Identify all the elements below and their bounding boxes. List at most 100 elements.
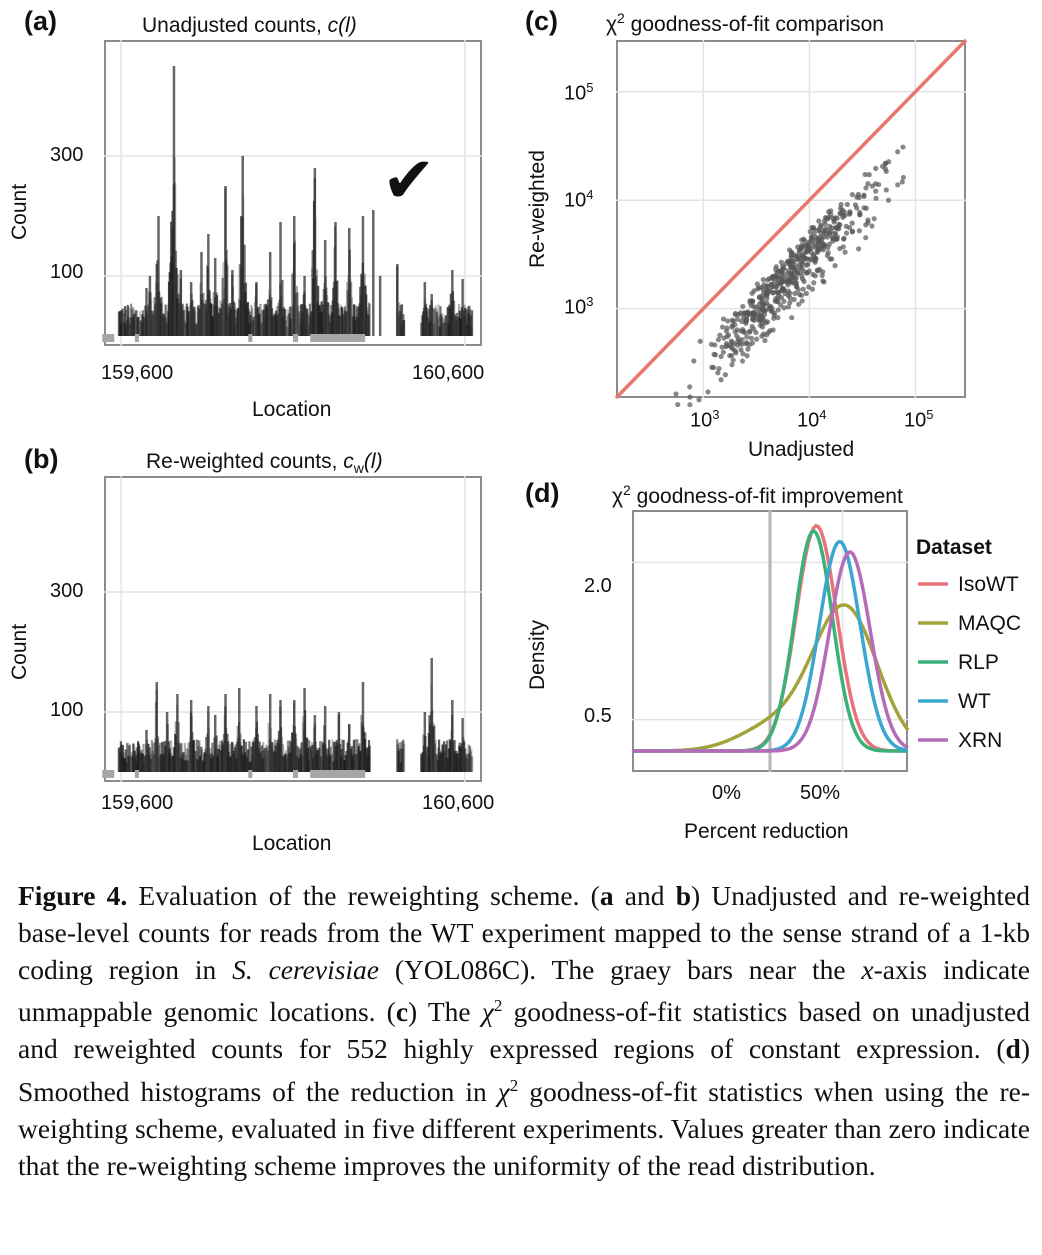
count-bar <box>202 303 206 336</box>
count-bar <box>150 758 153 772</box>
scatter-point <box>832 263 838 269</box>
scatter-point <box>739 358 746 364</box>
count-bar <box>288 740 292 772</box>
count-bar <box>195 325 198 336</box>
count-bar <box>174 733 177 772</box>
count-bar <box>211 317 215 336</box>
scatter-point <box>872 181 879 187</box>
scatter-point <box>757 322 763 328</box>
count-bar <box>129 756 132 772</box>
count-bar <box>196 759 199 772</box>
count-bar <box>425 307 428 336</box>
scatter-point <box>675 401 681 408</box>
scatter-point <box>787 300 793 306</box>
unmappable-segment <box>310 770 366 778</box>
count-bar <box>194 750 197 772</box>
scatter-point <box>744 334 750 340</box>
scatter-point <box>687 394 693 400</box>
count-bar <box>186 760 189 772</box>
scatter-point <box>849 220 855 226</box>
count-bar <box>238 264 241 336</box>
scatter-point <box>691 358 697 364</box>
scatter-point <box>775 315 781 321</box>
scatter-point <box>886 159 892 165</box>
panel-b-title: Re-weighted counts, cw(l) <box>146 450 383 476</box>
scatter-point <box>840 212 846 218</box>
count-bar <box>308 740 311 772</box>
panel-a-title-text: Unadjusted counts, <box>142 14 328 37</box>
legend-label-isowt: IsoWT <box>958 573 1019 596</box>
scatter-point <box>769 305 775 312</box>
legend-label-rlp: RLP <box>958 651 999 674</box>
scatter-point <box>781 298 787 304</box>
count-bar <box>197 305 200 336</box>
count-bar <box>317 747 320 772</box>
count-bar <box>198 309 202 336</box>
count-bar <box>433 725 436 772</box>
count-bar <box>250 746 253 772</box>
scatter-point <box>730 318 736 324</box>
panel-d-title-sup: 2 <box>623 482 631 498</box>
scatter-point <box>728 344 734 350</box>
panel-c-xtick-1e5: 105 <box>904 407 934 432</box>
count-peak <box>313 168 317 336</box>
panel-c-xtick-1e4: 104 <box>797 407 827 432</box>
panel-d-tag: (d) <box>525 478 560 508</box>
panel-a-title: Unadjusted counts, c(l) <box>142 14 357 38</box>
count-bar <box>157 745 160 772</box>
scatter-point <box>817 223 824 230</box>
count-peak <box>396 264 399 336</box>
count-bar <box>276 739 279 772</box>
scatter-point <box>829 256 835 262</box>
count-bar <box>118 747 121 772</box>
count-bar <box>466 758 469 772</box>
count-bar <box>253 316 256 336</box>
scatter-point <box>815 227 821 234</box>
count-bar <box>342 313 345 336</box>
panel-d-ylabel: Density <box>526 619 549 690</box>
panel-c-ylabel: Re-weighted <box>526 150 549 268</box>
count-bar <box>134 310 138 336</box>
count-bar <box>367 314 370 336</box>
scatter-point <box>750 299 756 305</box>
panel-c-ytick-1e5: 105 <box>564 80 594 105</box>
count-bar <box>178 742 182 772</box>
count-bar <box>456 753 459 772</box>
count-bar <box>310 749 313 772</box>
scatter-point <box>842 249 848 255</box>
scatter-point <box>715 337 722 343</box>
scatter-point <box>748 335 755 341</box>
count-peak <box>189 282 193 336</box>
count-bar <box>440 314 443 336</box>
scatter-point <box>803 255 809 262</box>
count-bar <box>281 279 284 336</box>
count-bar <box>194 311 197 336</box>
count-bar <box>194 751 197 772</box>
scatter-point <box>849 228 856 234</box>
count-bar <box>308 303 312 336</box>
count-peak <box>323 706 327 772</box>
count-bar <box>346 290 349 336</box>
count-bar <box>266 750 270 772</box>
count-bar <box>399 304 402 336</box>
count-bar <box>402 320 406 336</box>
count-bar <box>276 314 279 336</box>
count-bar <box>368 745 371 772</box>
panel-c-tag: (c) <box>525 6 558 36</box>
count-bar <box>172 747 175 772</box>
scatter-point <box>734 316 741 322</box>
count-bar <box>183 320 186 336</box>
count-bar <box>449 740 452 772</box>
scatter-point <box>687 384 693 390</box>
count-bar <box>471 756 474 772</box>
count-peak <box>423 282 427 336</box>
count-peak <box>372 210 375 336</box>
scatter-point <box>808 238 814 244</box>
count-bar <box>368 303 371 336</box>
count-bar <box>164 746 167 772</box>
count-bar <box>306 312 309 336</box>
count-bar <box>159 754 162 772</box>
count-bar <box>266 299 270 336</box>
count-bar <box>471 310 474 336</box>
scatter-point <box>720 316 727 322</box>
